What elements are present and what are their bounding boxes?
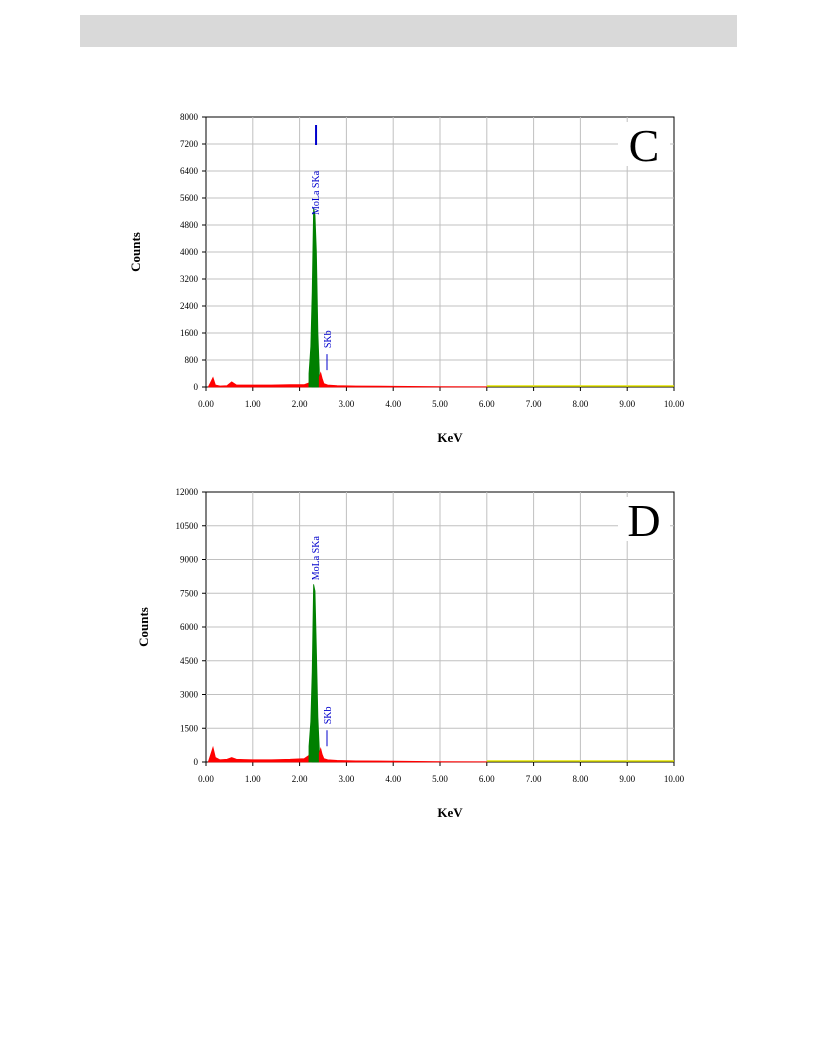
- y-tick-label: 2400: [180, 301, 199, 311]
- x-tick-label: 3.00: [339, 399, 355, 409]
- y-tick-label: 3200: [180, 274, 199, 284]
- x-tick-label: 6.00: [479, 399, 495, 409]
- y-tick-label: 12000: [176, 487, 199, 497]
- chart-svg-d: 0.00 1.00 2.00 3.00 4.00 5.00 6.00 7.00 8.00 9.00…: [136, 487, 685, 820]
- y-tick-label: 1500: [180, 723, 199, 733]
- y-tick-label: 8000: [180, 112, 199, 122]
- peak-label-main: MoLa SKa: [311, 170, 322, 215]
- x-tick-label: 1.00: [245, 399, 261, 409]
- x-tick-label: 3.00: [339, 774, 355, 784]
- header-bar: [80, 15, 737, 47]
- x-axis-label: KeV: [437, 805, 463, 820]
- panel-letter: C: [629, 120, 660, 171]
- x-axis-label: KeV: [437, 430, 463, 445]
- y-tick-label: 800: [185, 355, 199, 365]
- x-tick-label: 2.00: [292, 774, 308, 784]
- y-tick-label: 0: [194, 757, 199, 767]
- x-tick-label: 10.00: [664, 774, 685, 784]
- y-tick-label: 1600: [180, 328, 199, 338]
- y-tick-label: 0: [194, 382, 199, 392]
- x-tick-label: 6.00: [479, 774, 495, 784]
- x-tick-label: 10.00: [664, 399, 685, 409]
- y-tick-label: 4000: [180, 247, 199, 257]
- panel-letter-box: [618, 497, 670, 541]
- x-tick-label: 0.00: [198, 399, 214, 409]
- x-tick-label: 8.00: [573, 399, 589, 409]
- x-tick-label: 5.00: [432, 774, 448, 784]
- chart-svg-c: 0.00 1.00 2.00 3.00 4.00 5.00 6.00 7.00 8.00 9.00…: [128, 112, 685, 445]
- x-tick-label: 7.00: [526, 774, 542, 784]
- x-tick-label: 7.00: [526, 399, 542, 409]
- peak-label-main: MoLa SKa: [311, 536, 322, 581]
- y-tick-label: 4500: [180, 656, 199, 666]
- panel-letter: D: [627, 495, 660, 546]
- series-area: [318, 747, 488, 763]
- y-tick-label: 9000: [180, 555, 199, 565]
- y-tick-label: 5600: [180, 193, 199, 203]
- x-tick-label: 0.00: [198, 774, 214, 784]
- eds-spectrum-chart-d: 0.00 1.00 2.00 3.00 4.00 5.00 6.00 7.00 8.00 9.00…: [0, 475, 816, 835]
- x-tick-label: 9.00: [619, 399, 635, 409]
- x-tick-label: 2.00: [292, 399, 308, 409]
- y-tick-label: 3000: [180, 690, 199, 700]
- x-tick-label: 1.00: [245, 774, 261, 784]
- y-axis-label: Counts: [128, 232, 143, 272]
- x-tick-label: 4.00: [385, 399, 401, 409]
- y-tick-label: 10500: [176, 521, 199, 531]
- y-tick-label: 6000: [180, 622, 199, 632]
- panel-letter-box: [618, 122, 670, 166]
- x-tick-label: 9.00: [619, 774, 635, 784]
- series-area: [318, 371, 488, 388]
- y-tick-label: 4800: [180, 220, 199, 230]
- y-tick-label: 6400: [180, 166, 199, 176]
- y-tick-label: 7200: [180, 139, 199, 149]
- y-axis-label: Counts: [136, 607, 151, 647]
- x-tick-label: 4.00: [385, 774, 401, 784]
- peak-label-secondary: SKb: [323, 330, 334, 348]
- x-tick-label: 8.00: [573, 774, 589, 784]
- eds-spectrum-chart-c: 0.00 1.00 2.00 3.00 4.00 5.00 6.00 7.00 8.00 9.00…: [0, 100, 816, 460]
- x-tick-label: 5.00: [432, 399, 448, 409]
- y-tick-label: 7500: [180, 588, 199, 598]
- peak-label-secondary: SKb: [323, 706, 334, 724]
